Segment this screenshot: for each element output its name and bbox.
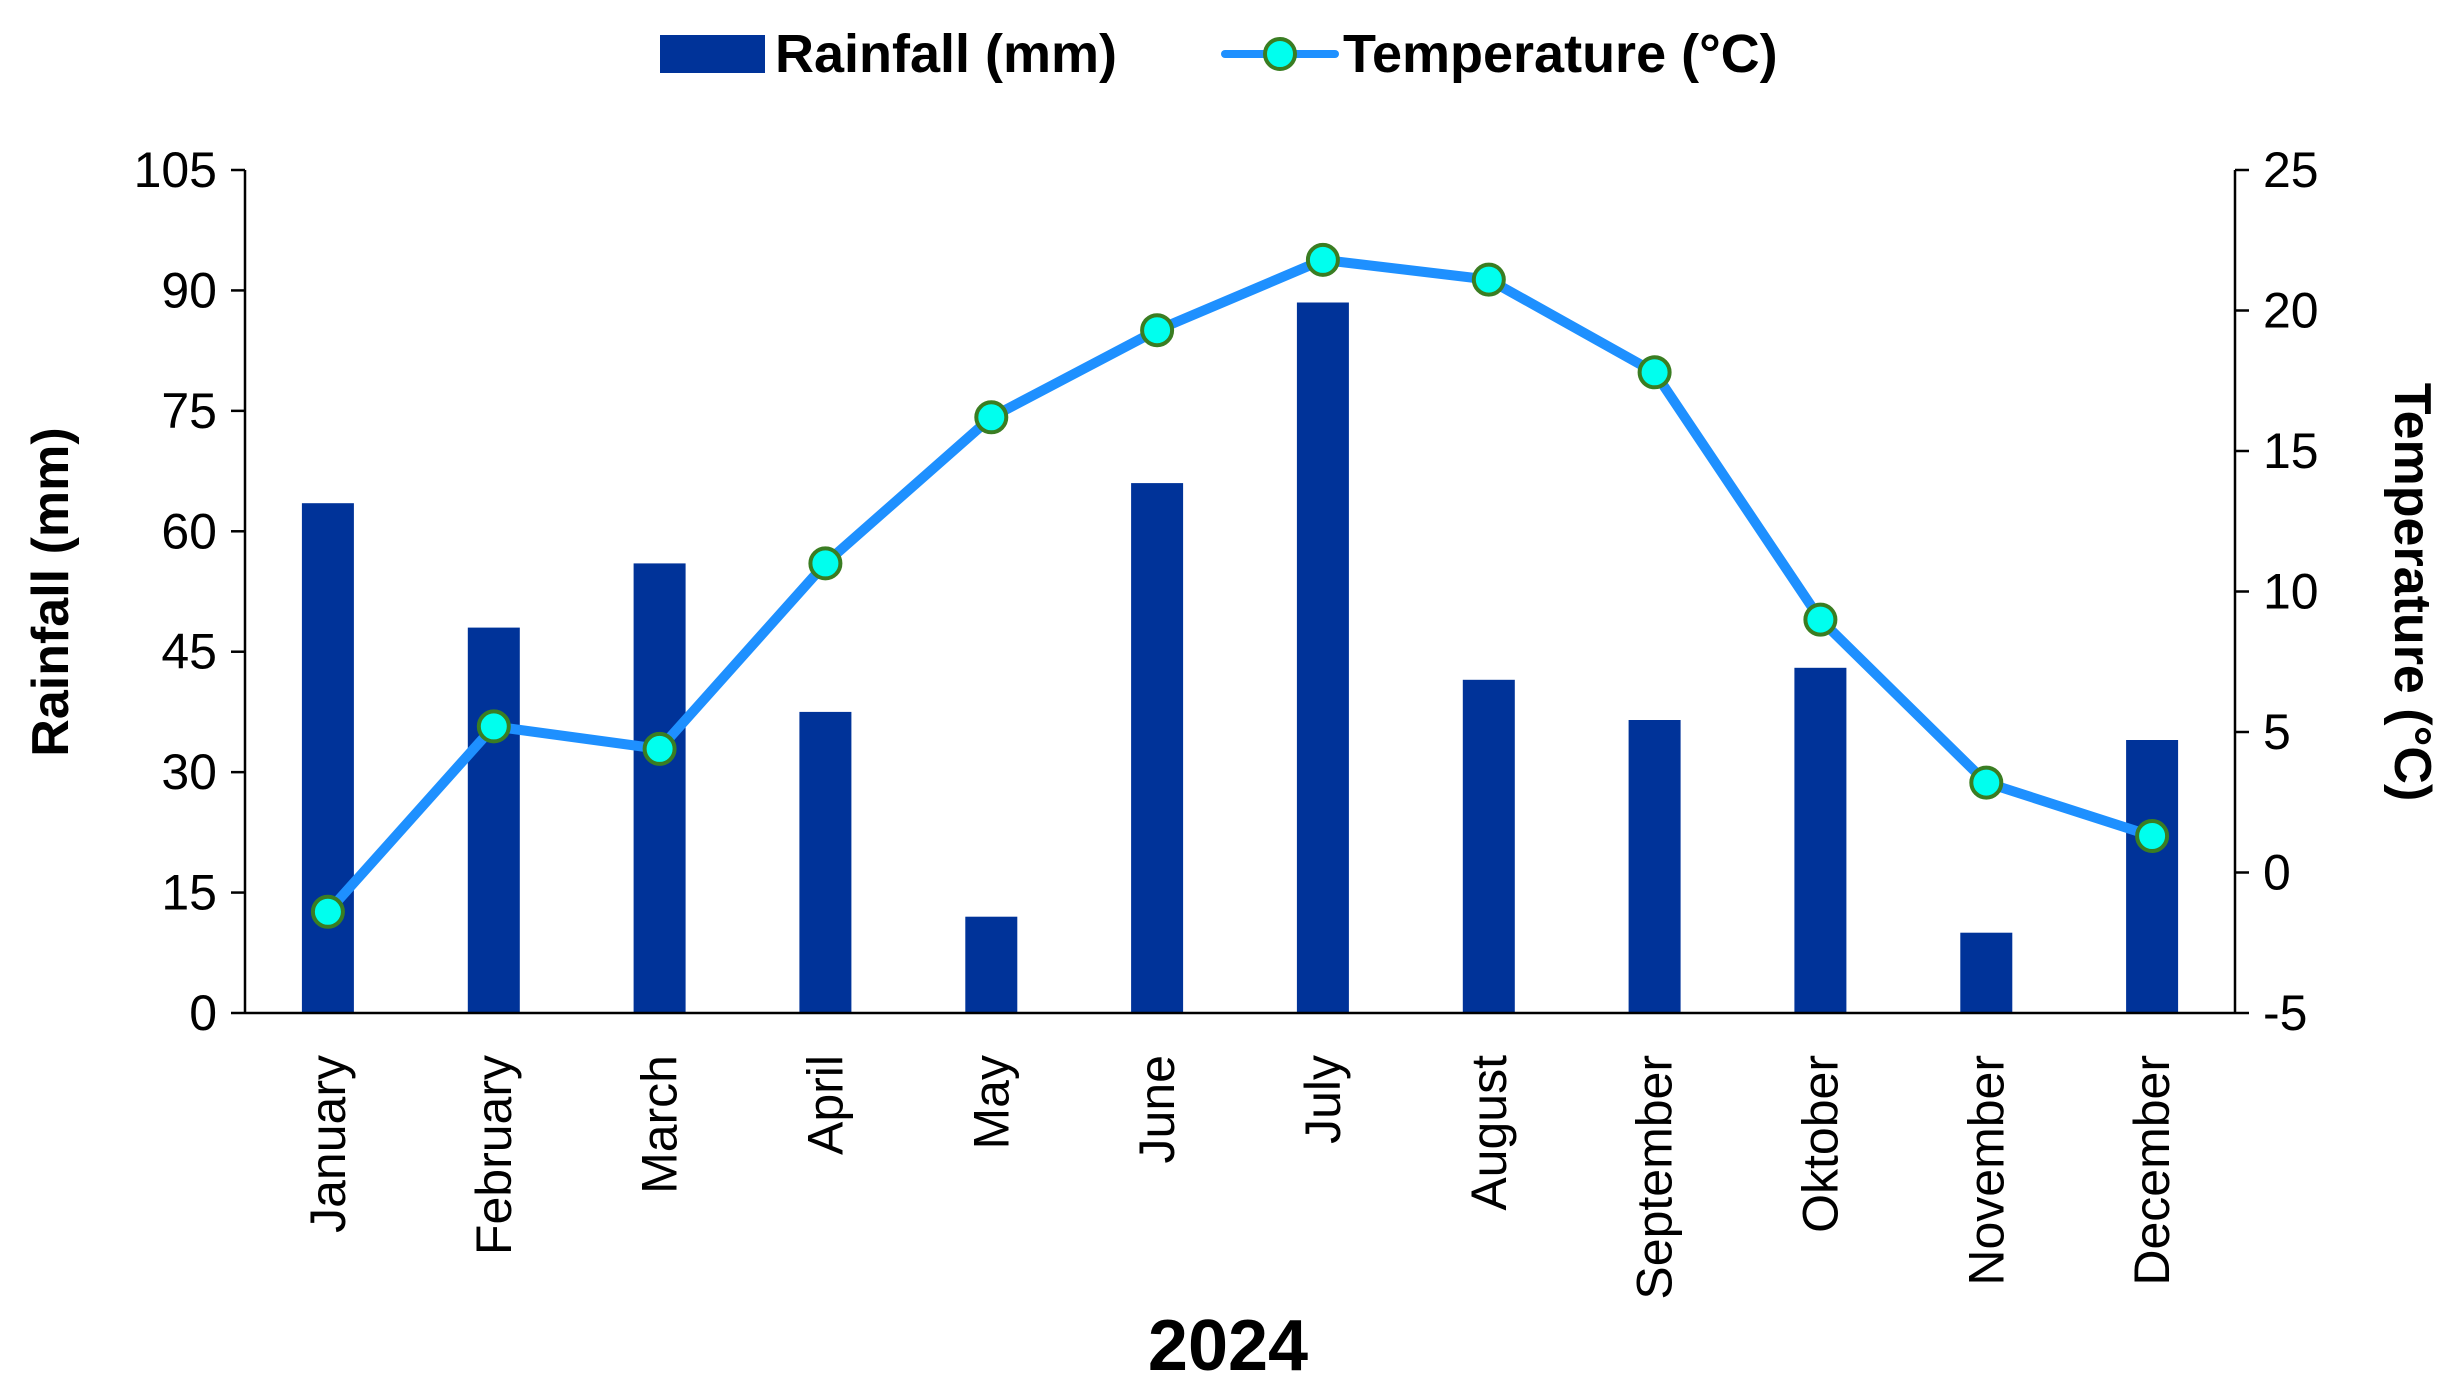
- axes: 0 15 30 45 60 75 90 105 -5 0 5 10 15 20 25 January Feb…: [134, 142, 2319, 1300]
- bar-may: [965, 916, 1018, 1013]
- bar-april: [799, 711, 852, 1013]
- legend-temperature-marker: [1263, 37, 1297, 71]
- left-tick-label: 45: [161, 624, 217, 680]
- left-tick-label: 90: [161, 262, 217, 318]
- left-y-ticks: 0 15 30 45 60 75 90 105: [134, 142, 245, 1041]
- temperature-point-november: [1969, 765, 2004, 800]
- bar-june: [1131, 483, 1184, 1014]
- temperature-point-august: [1471, 262, 1506, 297]
- legend-rainfall-label: Rainfall (mm): [775, 24, 1117, 84]
- x-tick-label-march: March: [632, 1055, 688, 1194]
- x-tick-label-may: May: [963, 1055, 1019, 1149]
- bar-march: [633, 563, 686, 1013]
- temperature-point-january: [310, 894, 345, 929]
- x-tick-labels: January February March April May June July Augu…: [300, 1055, 2180, 1300]
- bar-july: [1296, 302, 1349, 1013]
- x-tick-label-april: April: [797, 1055, 853, 1155]
- legend-temperature-label: Temperature (°C): [1343, 24, 1778, 84]
- temperature-point-february: [476, 709, 511, 744]
- right-tick-label: 0: [2263, 845, 2291, 901]
- x-tick-label-august: August: [1461, 1055, 1517, 1211]
- temperature-point-december: [2135, 819, 2170, 853]
- left-tick-label: 60: [161, 503, 217, 559]
- x-tick-label-june: June: [1129, 1055, 1185, 1163]
- x-tick-label-july: July: [1295, 1055, 1351, 1144]
- x-tick-label-oktober: Oktober: [1792, 1055, 1848, 1233]
- right-y-ticks: -5 0 5 10 15 20 25: [2235, 142, 2319, 1041]
- right-tick-label: 5: [2263, 704, 2291, 760]
- x-axis-title: 2024: [1148, 1306, 1308, 1386]
- right-tick-label: 10: [2263, 564, 2319, 620]
- left-tick-label: 105: [134, 142, 217, 198]
- temperature-point-may: [974, 400, 1009, 435]
- bar-september: [1628, 720, 1681, 1013]
- bar-oktober: [1794, 667, 1847, 1013]
- temperature-point-march: [642, 731, 677, 766]
- x-tick-label-february: February: [466, 1055, 522, 1255]
- temperature-point-june: [1140, 313, 1175, 348]
- right-tick-label: -5: [2263, 985, 2307, 1041]
- left-tick-label: 75: [161, 383, 217, 439]
- legend: Rainfall (mm) Temperature (°C): [660, 24, 1778, 84]
- x-tick-label-january: January: [300, 1055, 356, 1233]
- temperature-point-september: [1637, 355, 1672, 390]
- legend-rainfall-swatch: [660, 35, 765, 73]
- bar-december: [2126, 740, 2179, 1013]
- temperature-point-oktober: [1803, 602, 1838, 637]
- bar-january: [301, 503, 354, 1013]
- temperature-line: [322, 254, 2158, 917]
- right-y-axis-title: Temperature (°C): [2383, 383, 2441, 802]
- temperature-point-april: [808, 546, 843, 581]
- left-tick-label: 15: [161, 865, 217, 921]
- x-tick-label-november: November: [1958, 1055, 2014, 1286]
- left-y-axis-title: Rainfall (mm): [22, 427, 80, 756]
- left-tick-label: 0: [189, 985, 217, 1041]
- bar-february: [467, 627, 520, 1013]
- right-tick-label: 15: [2263, 423, 2319, 479]
- temperature-line-layer: [310, 242, 2170, 929]
- x-tick-label-september: September: [1627, 1055, 1683, 1300]
- right-tick-label: 20: [2263, 283, 2319, 339]
- bar-november: [1960, 932, 2013, 1013]
- x-tick-label-december: December: [2124, 1055, 2180, 1286]
- temperature-point-july: [1305, 242, 1340, 277]
- left-tick-label: 30: [161, 744, 217, 800]
- rainfall-bars: [301, 302, 2179, 1014]
- bar-august: [1462, 679, 1515, 1013]
- right-tick-label: 25: [2263, 142, 2319, 198]
